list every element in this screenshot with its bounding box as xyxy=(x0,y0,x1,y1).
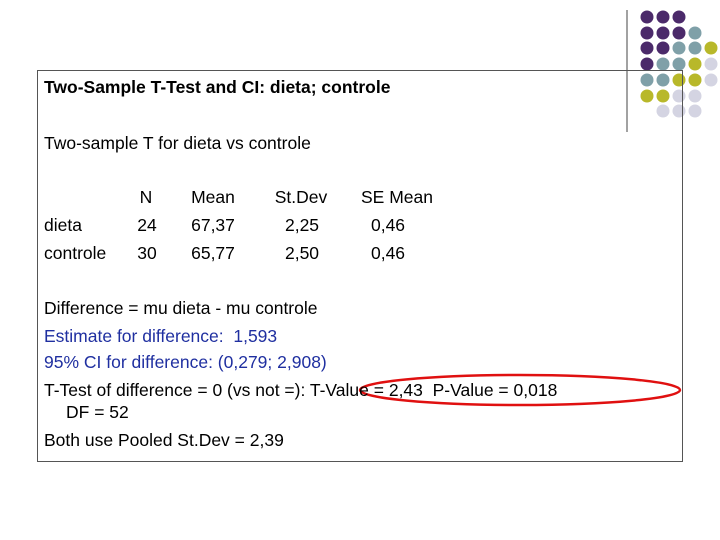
cell: 65,77 xyxy=(191,243,235,263)
cell: 2,50 xyxy=(284,243,320,263)
highlight-ellipse xyxy=(358,373,682,407)
cell: 24 xyxy=(137,215,157,235)
output-line: Difference = mu dieta - mu controle xyxy=(44,298,318,318)
output-line: Both use Pooled St.Dev = 2,39 xyxy=(44,430,284,450)
output-line: T-Test of difference = 0 (vs not =): T-V… xyxy=(44,380,558,400)
cell: 30 xyxy=(137,243,157,263)
subtitle: Two-sample T for dieta vs controle xyxy=(44,133,311,153)
output-line: Estimate for difference: 1,593 xyxy=(44,326,278,346)
cell: 67,37 xyxy=(191,215,235,235)
title: Two-Sample T-Test and CI: dieta; control… xyxy=(44,77,391,97)
col-header: N xyxy=(139,187,153,207)
output-box xyxy=(37,70,683,462)
row-label: dieta xyxy=(44,215,82,235)
output-line: 95% CI for difference: (0,279; 2,908) xyxy=(44,352,327,372)
col-header: Mean xyxy=(191,187,235,207)
cell: 0,46 xyxy=(370,215,406,235)
cell: 2,25 xyxy=(284,215,320,235)
col-header: St.Dev xyxy=(274,187,328,207)
cell: 0,46 xyxy=(370,243,406,263)
col-header: SE Mean xyxy=(361,187,433,207)
output-line: DF = 52 xyxy=(66,402,129,422)
row-label: controle xyxy=(44,243,107,263)
